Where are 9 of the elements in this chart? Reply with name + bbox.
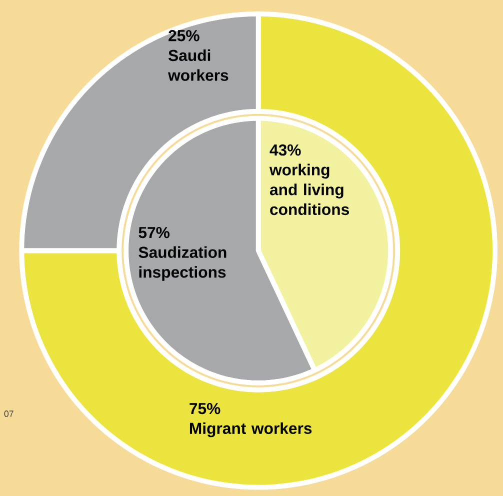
slice-label: working and living conditions (269, 164, 349, 215)
text: 07 (4, 410, 14, 417)
data-label: 25% (168, 30, 200, 42)
slice-label: Saudi workers (168, 49, 228, 81)
data-label: 57% (138, 226, 170, 238)
slice-label: Migrant workers (190, 422, 312, 438)
slice-label: Saudization inspections (138, 246, 226, 281)
data-label: 43% (270, 144, 301, 156)
data-label: 75% (190, 402, 220, 414)
